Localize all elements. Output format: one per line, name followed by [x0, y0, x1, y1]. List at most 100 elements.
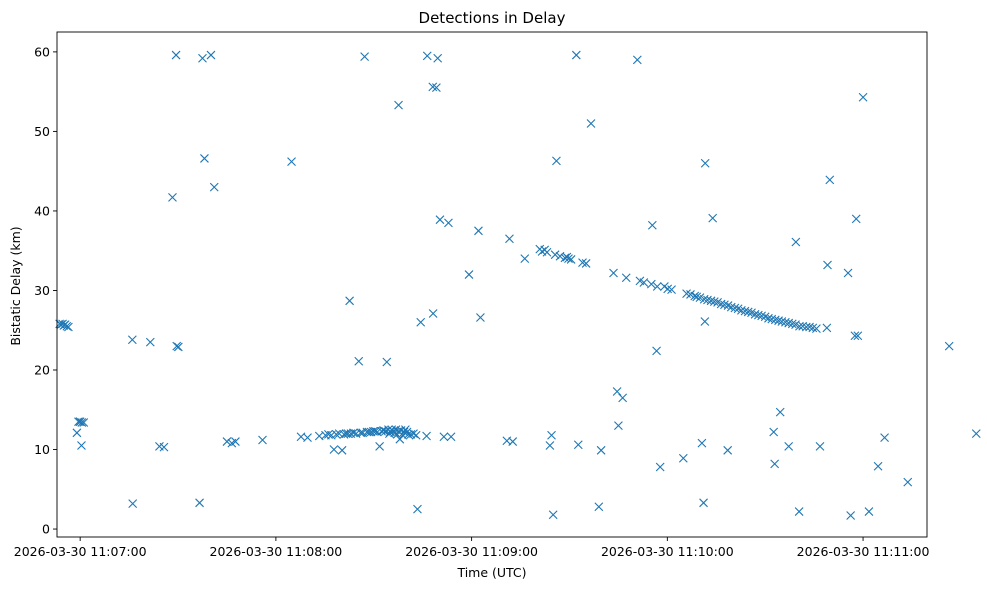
- data-point: [287, 157, 296, 167]
- data-point: [578, 258, 587, 268]
- y-axis: 0 10 20 30 40 50 60: [34, 44, 57, 537]
- data-point: [354, 356, 364, 366]
- y-tick-label: 20: [34, 362, 50, 377]
- data-point: [409, 429, 418, 439]
- x-tick-label: 2026-03-30 11:07:00: [14, 544, 147, 559]
- data-point: [825, 175, 835, 185]
- data-point: [822, 323, 832, 333]
- data-point: [864, 507, 874, 516]
- data-point: [740, 306, 750, 316]
- y-tick-label: 60: [34, 44, 50, 59]
- data-point: [258, 435, 267, 445]
- data-point: [639, 278, 649, 287]
- data-point: [200, 154, 209, 163]
- data-point: [764, 313, 773, 323]
- data-point: [586, 119, 596, 128]
- data-point: [812, 324, 821, 334]
- data-point: [880, 433, 889, 442]
- data-point: [858, 92, 868, 102]
- data-point: [79, 418, 89, 427]
- data-point: [647, 220, 657, 230]
- y-tick-label: 0: [42, 522, 50, 537]
- data-point: [753, 310, 763, 320]
- data-point: [594, 502, 604, 512]
- data-point: [846, 511, 856, 520]
- plot-area: [55, 31, 981, 538]
- y-tick-label: 40: [34, 203, 50, 218]
- data-point: [678, 453, 688, 463]
- data-point: [646, 279, 656, 289]
- data-point: [720, 300, 729, 310]
- data-point: [375, 441, 385, 451]
- data-point: [652, 346, 661, 356]
- data-point: [505, 234, 514, 244]
- data-point: [697, 438, 707, 448]
- data-point: [573, 440, 583, 450]
- data-point: [520, 254, 530, 264]
- data-point: [446, 432, 456, 442]
- data-point: [231, 437, 240, 446]
- data-point: [172, 341, 182, 351]
- data-point: [767, 314, 777, 324]
- data-point: [873, 461, 883, 471]
- data-point: [370, 426, 380, 436]
- data-point: [145, 337, 155, 347]
- plot-frame: [56, 31, 928, 538]
- data-point: [508, 437, 518, 446]
- data-point: [815, 441, 825, 451]
- data-point: [700, 158, 710, 168]
- data-point: [853, 331, 863, 341]
- y-tick-label: 50: [34, 124, 50, 139]
- data-point: [784, 318, 794, 328]
- data-point: [794, 507, 804, 516]
- data-point: [618, 393, 628, 403]
- data-point: [209, 182, 219, 192]
- data-point: [444, 218, 453, 228]
- data-point: [903, 477, 913, 487]
- data-point: [609, 268, 618, 278]
- data-point: [127, 335, 137, 345]
- data-point: [377, 426, 386, 436]
- y-tick-label: 30: [34, 283, 50, 298]
- data-point: [329, 445, 339, 454]
- data-point: [428, 82, 438, 92]
- x-axis-title: Time (UTC): [456, 565, 526, 580]
- data-point: [709, 297, 719, 306]
- data-point: [774, 316, 783, 326]
- data-point: [433, 53, 443, 63]
- data-point: [331, 430, 341, 439]
- data-point: [171, 50, 181, 60]
- data-point: [173, 342, 183, 352]
- data-point: [77, 418, 87, 427]
- data-point: [416, 317, 426, 327]
- data-point: [692, 292, 702, 302]
- data-point: [699, 498, 708, 508]
- y-axis-title: Bistatic Delay (km): [8, 226, 23, 345]
- data-point: [464, 270, 474, 279]
- data-point: [222, 437, 232, 446]
- data-point: [399, 427, 409, 437]
- data-point: [823, 260, 832, 270]
- data-point: [596, 445, 606, 455]
- x-axis: 2026-03-30 11:07:00 2026-03-30 11:08:00 20…: [14, 537, 929, 559]
- data-point: [411, 430, 421, 440]
- data-point: [62, 321, 72, 331]
- data-point: [750, 309, 760, 319]
- data-point: [730, 303, 740, 313]
- data-point: [159, 442, 169, 452]
- data-point: [72, 428, 82, 438]
- data-point: [422, 431, 431, 441]
- data-point: [614, 421, 623, 431]
- data-point: [770, 315, 780, 325]
- data-point: [422, 51, 432, 61]
- data-point: [652, 282, 662, 291]
- data-point: [431, 83, 441, 93]
- data-point: [195, 498, 204, 508]
- data-point: [168, 193, 177, 202]
- data-point: [413, 504, 422, 514]
- data-point: [394, 100, 403, 110]
- x-tick-label: 2026-03-30 11:10:00: [601, 544, 734, 559]
- data-point: [564, 254, 573, 264]
- data-point: [632, 55, 642, 65]
